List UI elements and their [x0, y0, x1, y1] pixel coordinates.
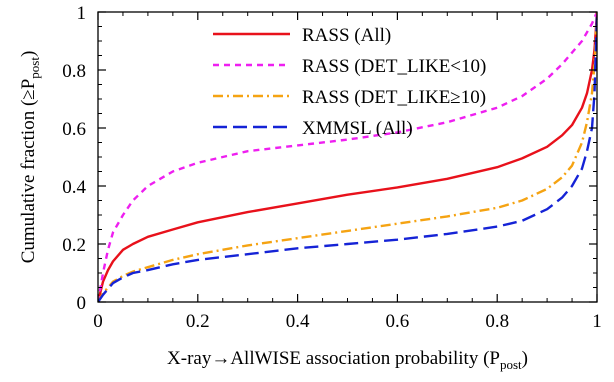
- series-line-4: [98, 11, 597, 302]
- plot-frame: [97, 11, 598, 303]
- series-layer: [98, 11, 597, 302]
- series-line-1: [98, 11, 597, 302]
- legend-label-2: RASS (DET_LIKE<10): [302, 56, 486, 77]
- legend: RASS (All) RASS (DET_LIKE<10) RASS (DET_LI…: [213, 25, 486, 139]
- legend-label-3: RASS (DET_LIKE≥10): [302, 87, 486, 108]
- y-tick-label: 0.8: [62, 61, 86, 82]
- y-axis-label-sub: post: [27, 57, 42, 79]
- y-tick-label: 0.2: [62, 235, 86, 256]
- x-tick-label: 1: [592, 311, 602, 332]
- x-tick-label: 0.4: [286, 311, 310, 332]
- x-tick-label: 0.2: [186, 311, 210, 332]
- x-axis-label-sub: post: [500, 357, 522, 372]
- x-tick-label: 0: [93, 311, 103, 332]
- legend-label-4: XMMSL (All): [302, 118, 413, 139]
- y-tick-label: 1: [77, 3, 87, 24]
- x-tick-label: 0.8: [485, 311, 509, 332]
- y-tick-label: 0.4: [62, 177, 86, 198]
- x-axis-label-main: X-ray→AllWISE association probability (P: [167, 348, 500, 369]
- y-axis-label-tail: ): [18, 51, 39, 57]
- y-tick-label: 0.6: [62, 119, 86, 140]
- legend-label-1: RASS (All): [302, 25, 391, 46]
- x-axis-label: X-ray→AllWISE association probability (P…: [167, 348, 528, 372]
- x-axis-label-tail: ): [522, 348, 528, 369]
- y-axis-label-main: Cumulative fraction (≥P: [18, 79, 39, 264]
- x-tick-label: 0.6: [386, 311, 410, 332]
- y-axis-label: Cumulative fraction (≥Ppost): [18, 51, 42, 264]
- series-line-3: [98, 11, 597, 302]
- ticks-layer: 0 0.2 0.4 0.6 0.8 1 0 0.2 0.4 0.6 0.8 1: [62, 3, 602, 332]
- y-tick-label: 0: [77, 293, 87, 314]
